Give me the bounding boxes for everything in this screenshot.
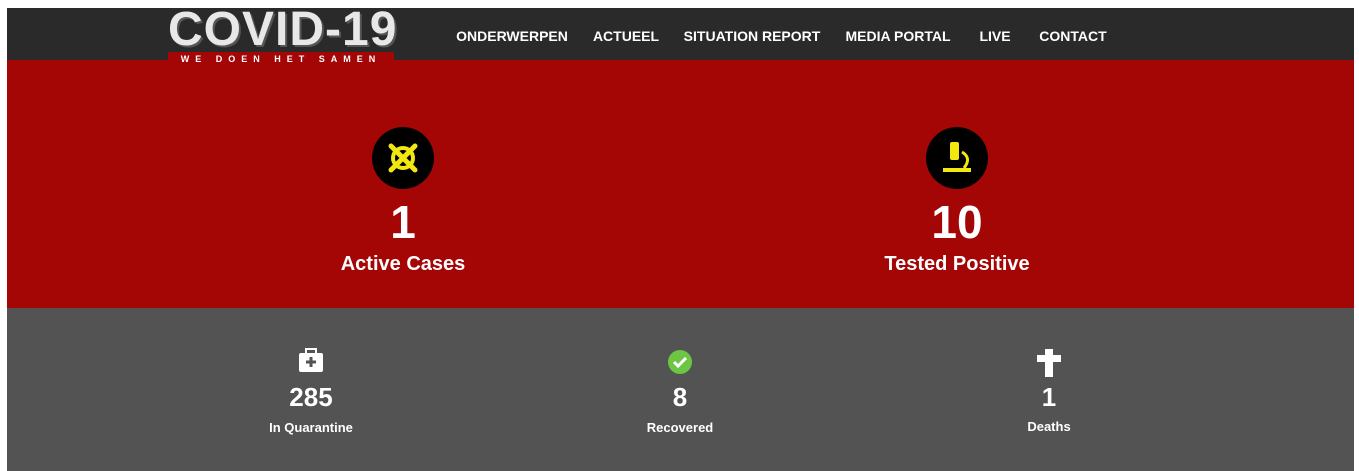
nav-link[interactable]: LIVE (979, 28, 1011, 44)
logo-tagline: WE DOEN HET SAMEN (168, 52, 394, 66)
nav-link[interactable]: MEDIA PORTAL (845, 28, 951, 44)
stat-value: 1 (1041, 382, 1057, 412)
secondary-stats-section (7, 308, 1354, 471)
nav-bar (7, 8, 1354, 60)
stat-value: 285 (289, 382, 333, 412)
stat-label: Recovered (646, 420, 714, 435)
stat-label: Active Cases (340, 253, 466, 275)
stat-label: Tested Positive (884, 253, 1030, 275)
nav-link[interactable]: SITUATION REPORT (683, 28, 821, 44)
nav-link[interactable]: ACTUEEL (592, 28, 660, 44)
stat-label: In Quarantine (269, 420, 353, 435)
stat-value: 1 (390, 196, 416, 248)
stat-value: 8 (672, 382, 688, 412)
stat-value: 10 (931, 196, 983, 248)
nav-link[interactable]: ONDERWERPEN (456, 28, 568, 44)
nav-link[interactable]: CONTACT (1039, 28, 1107, 44)
stat-label: Deaths (1027, 419, 1071, 434)
logo-title[interactable]: COVID-19 (168, 3, 398, 56)
primary-stats-section (7, 60, 1354, 308)
